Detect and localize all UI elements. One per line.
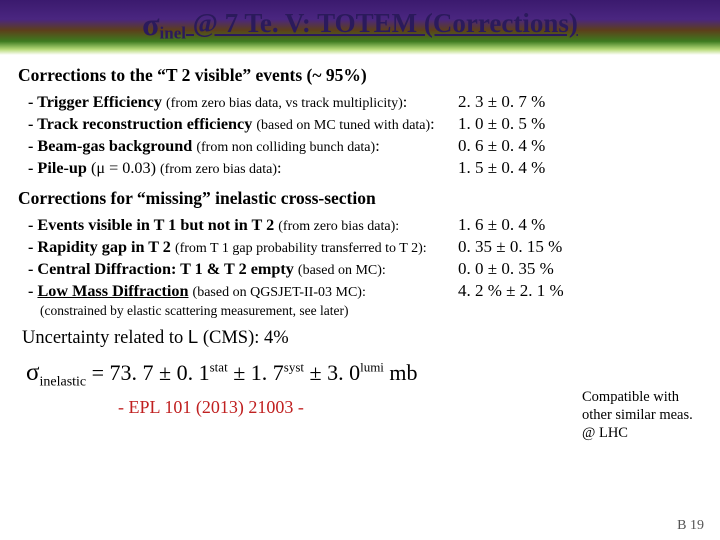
result-pm1: ± 1. 7 [228, 360, 284, 385]
row-label: - Central Diffraction: T 1 & T 2 empty (… [28, 260, 458, 279]
row-label: - Events visible in T 1 but not in T 2 (… [28, 216, 458, 235]
stat-sup: stat [210, 360, 228, 375]
row-value: 1. 5 ± 0. 4 % [458, 158, 545, 178]
page-number: B 19 [677, 518, 704, 534]
sigma-result: σ [26, 359, 39, 386]
section1-rows: - Trigger Efficiency (from zero bias dat… [18, 92, 702, 178]
row-value: 0. 35 ± 0. 15 % [458, 237, 562, 257]
content: Corrections to the “T 2 visible” events … [0, 55, 720, 417]
result-pm2: ± 3. 0 [304, 360, 360, 385]
row-label: - Beam-gas background (from non collidin… [28, 137, 458, 156]
row-value: 0. 0 ± 0. 35 % [458, 259, 554, 279]
row-label: - Low Mass Diffraction (based on QGSJET-… [28, 282, 458, 301]
row-value: 1. 6 ± 0. 4 % [458, 215, 545, 235]
lumi-uncertainty: Uncertainty related to L (CMS): 4% [22, 326, 702, 349]
correction-row: - Trigger Efficiency (from zero bias dat… [28, 92, 702, 112]
result-eq: = 73. 7 ± 0. 1 [86, 360, 209, 385]
row-value: 4. 2 % ± 2. 1 % [458, 281, 564, 301]
row-value: 2. 3 ± 0. 7 % [458, 92, 545, 112]
correction-row: - Central Diffraction: T 1 & T 2 empty (… [28, 259, 702, 279]
row-label: - Trigger Efficiency (from zero bias dat… [28, 93, 458, 112]
correction-row: - Events visible in T 1 but not in T 2 (… [28, 215, 702, 235]
syst-sup: syst [284, 360, 304, 375]
row-value: 0. 6 ± 0. 4 % [458, 136, 545, 156]
result-sub: inelastic [39, 375, 86, 390]
page-title: σinel @ 7 Te. V: TOTEM (Corrections) [142, 6, 578, 43]
section2-rows: - Events visible in T 1 but not in T 2 (… [18, 215, 702, 301]
lumi-sup: lumi [360, 360, 384, 375]
compatibility-note: Compatible with other similar meas. @ LH… [582, 388, 702, 442]
sigma-symbol: σ [142, 6, 159, 42]
row-value: 1. 0 ± 0. 5 % [458, 114, 545, 134]
constraint-note: (constrained by elastic scattering measu… [40, 303, 702, 319]
row-label: - Track reconstruction efficiency (based… [28, 115, 458, 134]
correction-row: - Beam-gas background (from non collidin… [28, 136, 702, 156]
correction-row: - Track reconstruction efficiency (based… [28, 114, 702, 134]
row-label: - Pile-up (μ = 0.03) (from zero bias dat… [28, 159, 458, 178]
result-mb: mb [384, 360, 418, 385]
result-equation: σinelastic = 73. 7 ± 0. 1stat ± 1. 7syst… [26, 359, 702, 390]
correction-row: - Pile-up (μ = 0.03) (from zero bias dat… [28, 158, 702, 178]
title-rest: @ 7 Te. V: TOTEM (Corrections) [186, 8, 578, 38]
correction-row: - Rapidity gap in T 2 (from T 1 gap prob… [28, 237, 702, 257]
title-bar: σinel @ 7 Te. V: TOTEM (Corrections) [0, 0, 720, 55]
section1-head: Corrections to the “T 2 visible” events … [18, 65, 702, 86]
row-label: - Rapidity gap in T 2 (from T 1 gap prob… [28, 238, 458, 257]
inel-sub: inel [160, 23, 186, 42]
section2-head: Corrections for “missing” inelastic cros… [18, 188, 702, 209]
correction-row: - Low Mass Diffraction (based on QGSJET-… [28, 281, 702, 301]
